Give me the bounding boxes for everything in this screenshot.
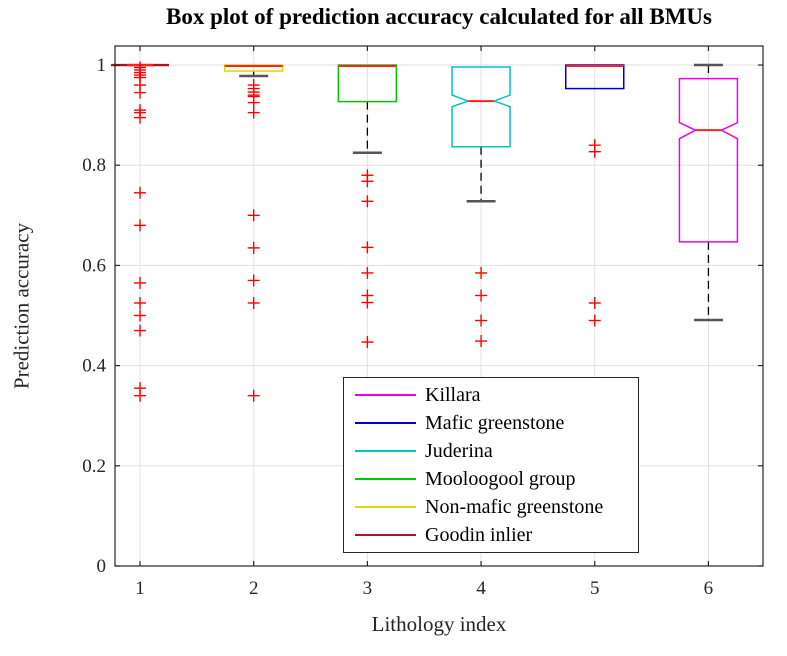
y-tick-label: 0 xyxy=(97,556,107,577)
legend-item-killara: Killara xyxy=(344,384,638,407)
legend-label: Juderina xyxy=(425,439,493,462)
legend-item-mooloogool-group: Mooloogool group xyxy=(344,468,638,491)
chart-title: Box plot of prediction accuracy calculat… xyxy=(166,4,712,29)
legend-label: Goodin inlier xyxy=(425,523,533,546)
x-tick-label: 6 xyxy=(704,578,714,599)
legend-line-swatch xyxy=(355,394,416,396)
y-axis-label: Prediction accuracy xyxy=(9,222,34,390)
y-tick-label: 0.4 xyxy=(82,356,106,377)
legend-label: Killara xyxy=(425,383,481,406)
legend-line-swatch xyxy=(355,478,416,480)
x-axis-label: Lithology index xyxy=(371,612,507,636)
legend-label: Non-mafic greenstone xyxy=(425,495,604,518)
legend-line-swatch xyxy=(355,450,416,452)
notched-box xyxy=(678,77,739,243)
y-tick-label: 0.8 xyxy=(82,155,106,176)
legend-label: Mooloogool group xyxy=(425,467,576,490)
x-tick-label: 5 xyxy=(590,578,600,599)
legend-line-swatch xyxy=(355,506,416,508)
x-tick-label: 2 xyxy=(249,578,259,599)
y-tick-label: 0.6 xyxy=(82,255,106,276)
legend-item-mafic-greenstone: Mafic greenstone xyxy=(344,412,638,435)
legend: Killara Mafic greenstone Juderina Mooloo… xyxy=(343,377,639,553)
x-tick-label: 4 xyxy=(476,578,486,599)
legend-item-juderina: Juderina xyxy=(344,440,638,463)
y-tick-label: 0.2 xyxy=(82,456,106,477)
legend-item-non-mafic-greenstone: Non-mafic greenstone xyxy=(344,496,638,519)
legend-item-goodin-inlier: Goodin inlier xyxy=(344,524,638,547)
box xyxy=(337,64,398,103)
y-tick-label: 1 xyxy=(97,55,107,76)
legend-line-swatch xyxy=(355,534,416,536)
notched-box xyxy=(451,66,511,148)
box xyxy=(223,64,284,72)
x-tick-label: 1 xyxy=(135,578,145,599)
legend-label: Mafic greenstone xyxy=(425,411,565,434)
x-tick-label: 3 xyxy=(363,578,373,599)
legend-line-swatch xyxy=(355,422,416,424)
axis-border xyxy=(114,45,764,567)
box xyxy=(564,64,625,90)
